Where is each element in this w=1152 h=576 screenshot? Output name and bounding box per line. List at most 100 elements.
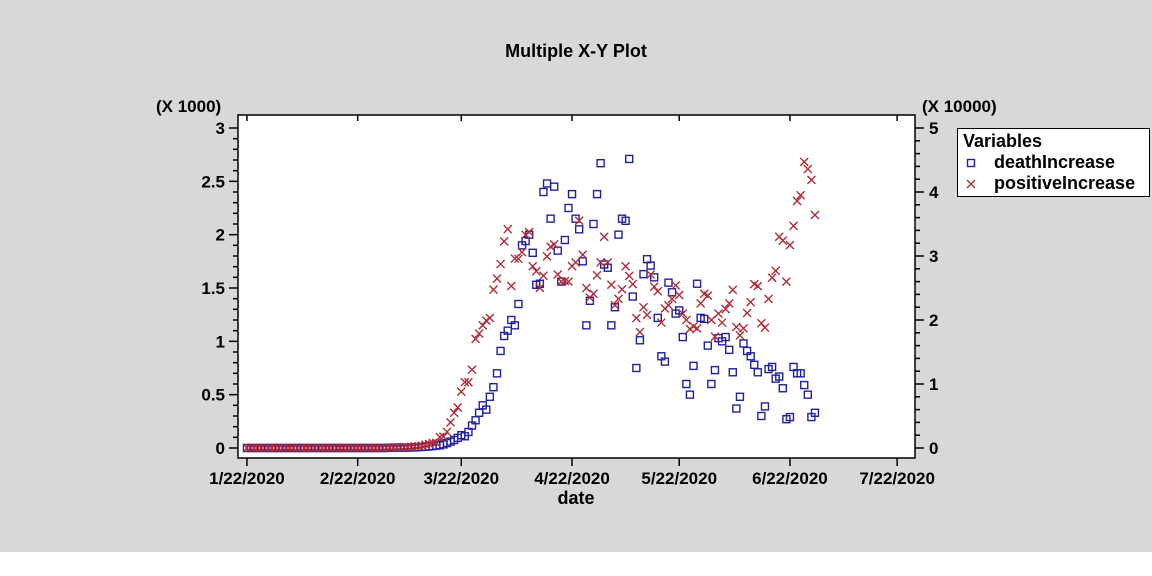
x-tick-label: 2/22/2020 — [320, 469, 396, 488]
positiveIncrease-point — [703, 291, 713, 301]
positiveIncrease-point — [667, 294, 677, 304]
right-tick-label: 3 — [929, 247, 938, 266]
plot-area: 0 0.5 1 1.5 2 2.5 3 0 1 2 3 4 5 1/22/2020 2/22/2020 3/2… — [201, 114, 939, 488]
positiveIncrease-point — [789, 221, 799, 231]
positiveIncrease-point — [399, 442, 409, 452]
deathIncrease-point — [757, 411, 766, 421]
positiveIncrease-point — [535, 283, 545, 293]
positiveIncrease-point — [442, 427, 452, 437]
deathIncrease-point — [592, 189, 602, 199]
positiveIncrease-point — [753, 281, 763, 291]
positiveIncrease-point — [646, 270, 656, 280]
x-tick-label: 3/22/2020 — [423, 469, 499, 488]
deathIncrease-point — [582, 321, 591, 330]
positiveIncrease-point — [710, 332, 720, 342]
positiveIncrease-point — [724, 298, 734, 308]
positiveIncrease-point — [431, 438, 441, 448]
deathIncrease-point — [767, 362, 777, 372]
left-tick-label: 2 — [216, 226, 225, 245]
positiveIncrease-point — [731, 322, 741, 332]
x-tick-label: 6/22/2020 — [752, 469, 828, 488]
positiveIncrease-point — [506, 281, 516, 291]
positiveIncrease-point — [678, 309, 688, 319]
positiveIncrease-point — [739, 323, 749, 333]
legend-title: Variables — [963, 131, 1043, 151]
deathIncrease-point — [567, 189, 577, 199]
positiveIncrease-point — [599, 232, 609, 242]
deathIncrease-point — [485, 392, 495, 401]
deathIncrease-point — [614, 230, 623, 239]
positiveIncrease-point — [456, 387, 466, 397]
deathIncrease-point — [689, 361, 698, 371]
positiveIncrease-point — [428, 438, 438, 448]
positiveIncrease-point — [463, 377, 473, 387]
deathIncrease-point — [732, 404, 741, 413]
right-tick-label: 2 — [929, 311, 938, 330]
positiveIncrease-point — [324, 443, 334, 453]
deathIncrease-point — [574, 225, 584, 234]
deathIncrease-point — [514, 299, 523, 309]
deathIncrease-point — [653, 313, 662, 323]
positiveIncrease-point — [638, 302, 648, 312]
positiveIncrease-point — [453, 402, 463, 412]
positiveIncrease-point — [671, 280, 681, 290]
positiveIncrease-point — [285, 443, 295, 453]
positiveIncrease-point — [635, 327, 645, 337]
deathIncrease-point — [603, 263, 612, 272]
positiveIncrease-point — [524, 227, 534, 237]
positiveIncrease-point — [271, 443, 281, 453]
positiveIncrease-point — [353, 443, 363, 453]
positiveIncrease-point — [760, 323, 770, 333]
deathIncrease-point — [546, 214, 555, 223]
positiveIncrease-point — [460, 377, 470, 387]
positiveIncrease-point — [406, 442, 416, 452]
deathIncrease-point — [660, 357, 670, 366]
deathIncrease-point — [800, 380, 809, 390]
positiveIncrease-point — [256, 443, 266, 453]
positiveIncrease-point — [810, 210, 820, 220]
right-tick-label: 1 — [929, 375, 938, 394]
deathIncrease-point — [482, 405, 491, 414]
x-tick-label: 7/22/2020 — [859, 469, 935, 488]
positiveIncrease-point — [338, 443, 348, 453]
positiveIncrease-point — [367, 443, 377, 453]
deathIncrease-point — [628, 292, 637, 301]
left-tick-label: 1.5 — [201, 279, 225, 298]
positiveIncrease-point — [674, 290, 684, 300]
deathIncrease-point — [703, 341, 712, 350]
deathIncrease-point — [650, 273, 659, 282]
positiveIncrease-point — [288, 443, 298, 453]
axis-tick-labels: 0 0.5 1 1.5 2 2.5 3 0 1 2 3 4 5 1/22/2020 2/22/2020 3/2… — [201, 119, 939, 488]
positiveIncrease-point — [296, 443, 306, 453]
deathIncrease-point — [735, 392, 745, 401]
positiveIncrease-point — [306, 443, 316, 453]
deathIncrease-point — [621, 216, 630, 226]
positiveIncrease-point — [328, 443, 338, 453]
legend: Variables deathIncrease positiveIncrease — [957, 128, 1150, 197]
positiveIncrease-point — [563, 277, 573, 287]
deathIncrease-point — [778, 384, 788, 393]
deathIncrease-point — [725, 345, 734, 355]
deathIncrease-point — [578, 257, 587, 266]
positiveIncrease-point — [342, 443, 352, 453]
x-marker-icon — [963, 177, 994, 190]
positiveIncrease-point — [606, 280, 616, 290]
positiveIncrease-point — [596, 257, 606, 267]
positiveIncrease-point — [317, 443, 327, 453]
deathIncrease-point — [775, 372, 784, 381]
positiveIncrease-point — [396, 442, 406, 452]
positiveIncrease-point — [553, 270, 563, 279]
left-tick-label: 0.5 — [201, 386, 225, 405]
positiveIncrease-point — [385, 443, 395, 453]
deathIncrease-point — [803, 390, 813, 399]
positiveIncrease-point — [792, 196, 802, 206]
positiveIncrease-point — [449, 408, 459, 418]
left-tick-label: 3 — [216, 119, 225, 138]
deathIncrease-point — [510, 321, 520, 330]
positiveIncrease-point — [785, 240, 795, 250]
positiveIncrease-point — [363, 443, 373, 453]
positiveIncrease-point — [556, 277, 566, 287]
plot-frame — [237, 114, 916, 459]
positiveIncrease-point — [560, 276, 570, 286]
legend-item-deathIncrease: deathIncrease — [963, 152, 1149, 173]
